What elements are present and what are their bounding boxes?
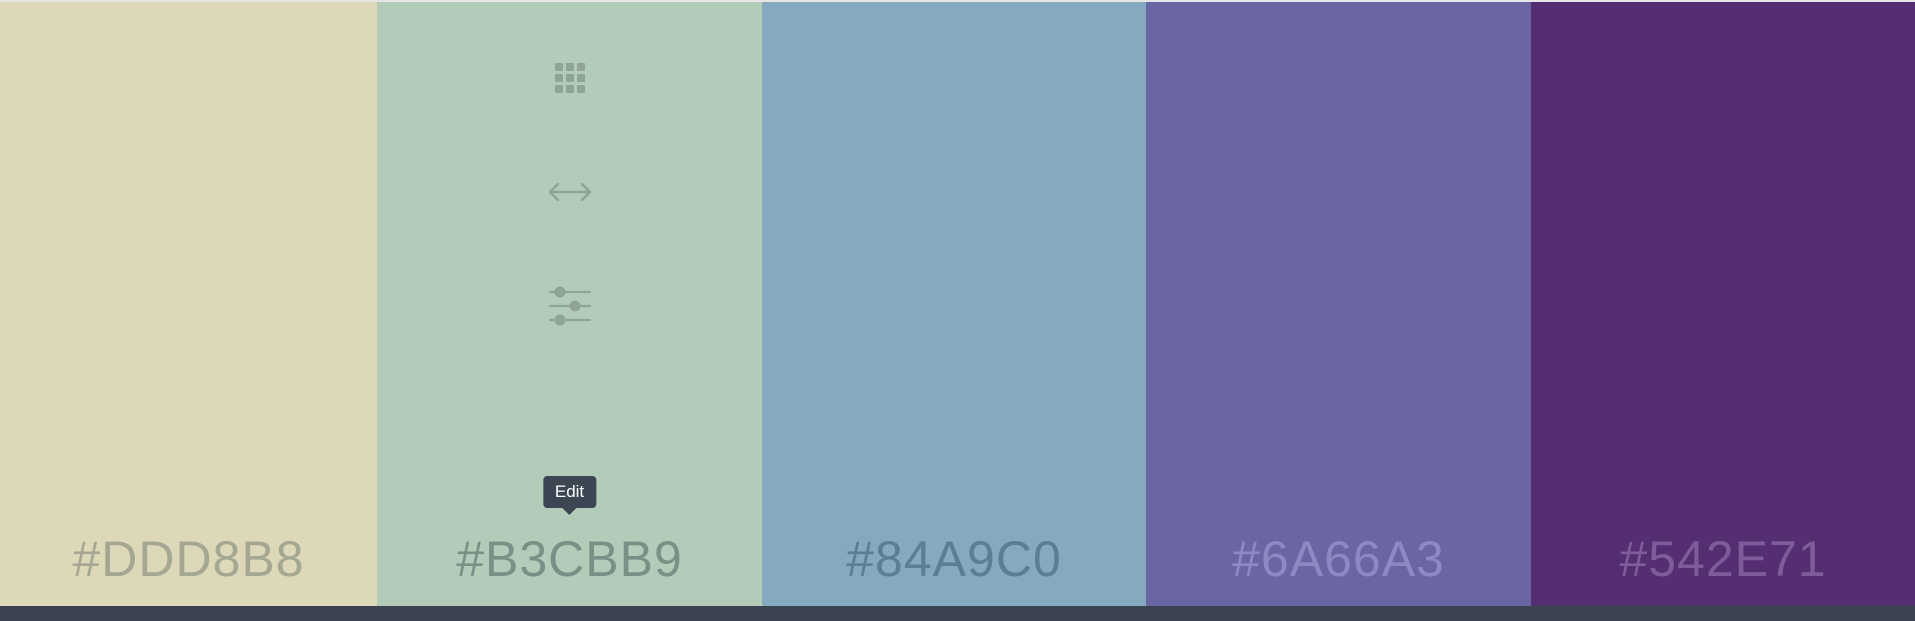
swatch-hex-label[interactable]: #84A9C0	[846, 531, 1062, 587]
color-palette: #DDD8B8	[0, 2, 1915, 606]
top-border	[0, 0, 1915, 2]
swatch-5[interactable]: #542E71	[1531, 2, 1915, 606]
swatch-4[interactable]: #6A66A3	[1146, 2, 1531, 606]
swatch-hex-label[interactable]: #542E71	[1619, 531, 1827, 587]
drag-button[interactable]	[546, 168, 594, 216]
swatch-2[interactable]: Edit #B3CBB9	[377, 2, 762, 606]
grid-icon	[554, 63, 585, 93]
view-shades-button[interactable]	[546, 54, 594, 102]
bottom-bar	[0, 606, 1915, 621]
swatch-hex-label[interactable]: #B3CBB9	[456, 531, 683, 587]
swatch-tools	[377, 2, 762, 342]
swatch-1[interactable]: #DDD8B8	[0, 2, 377, 606]
arrows-horizontal-icon	[548, 182, 591, 202]
swatch-3[interactable]: #84A9C0	[762, 2, 1146, 606]
sliders-icon	[548, 286, 591, 326]
edit-tooltip: Edit	[542, 476, 597, 508]
swatch-hex-label[interactable]: #DDD8B8	[72, 531, 305, 587]
swatch-hex-label[interactable]: #6A66A3	[1232, 531, 1445, 587]
adjust-button[interactable]	[546, 282, 594, 330]
